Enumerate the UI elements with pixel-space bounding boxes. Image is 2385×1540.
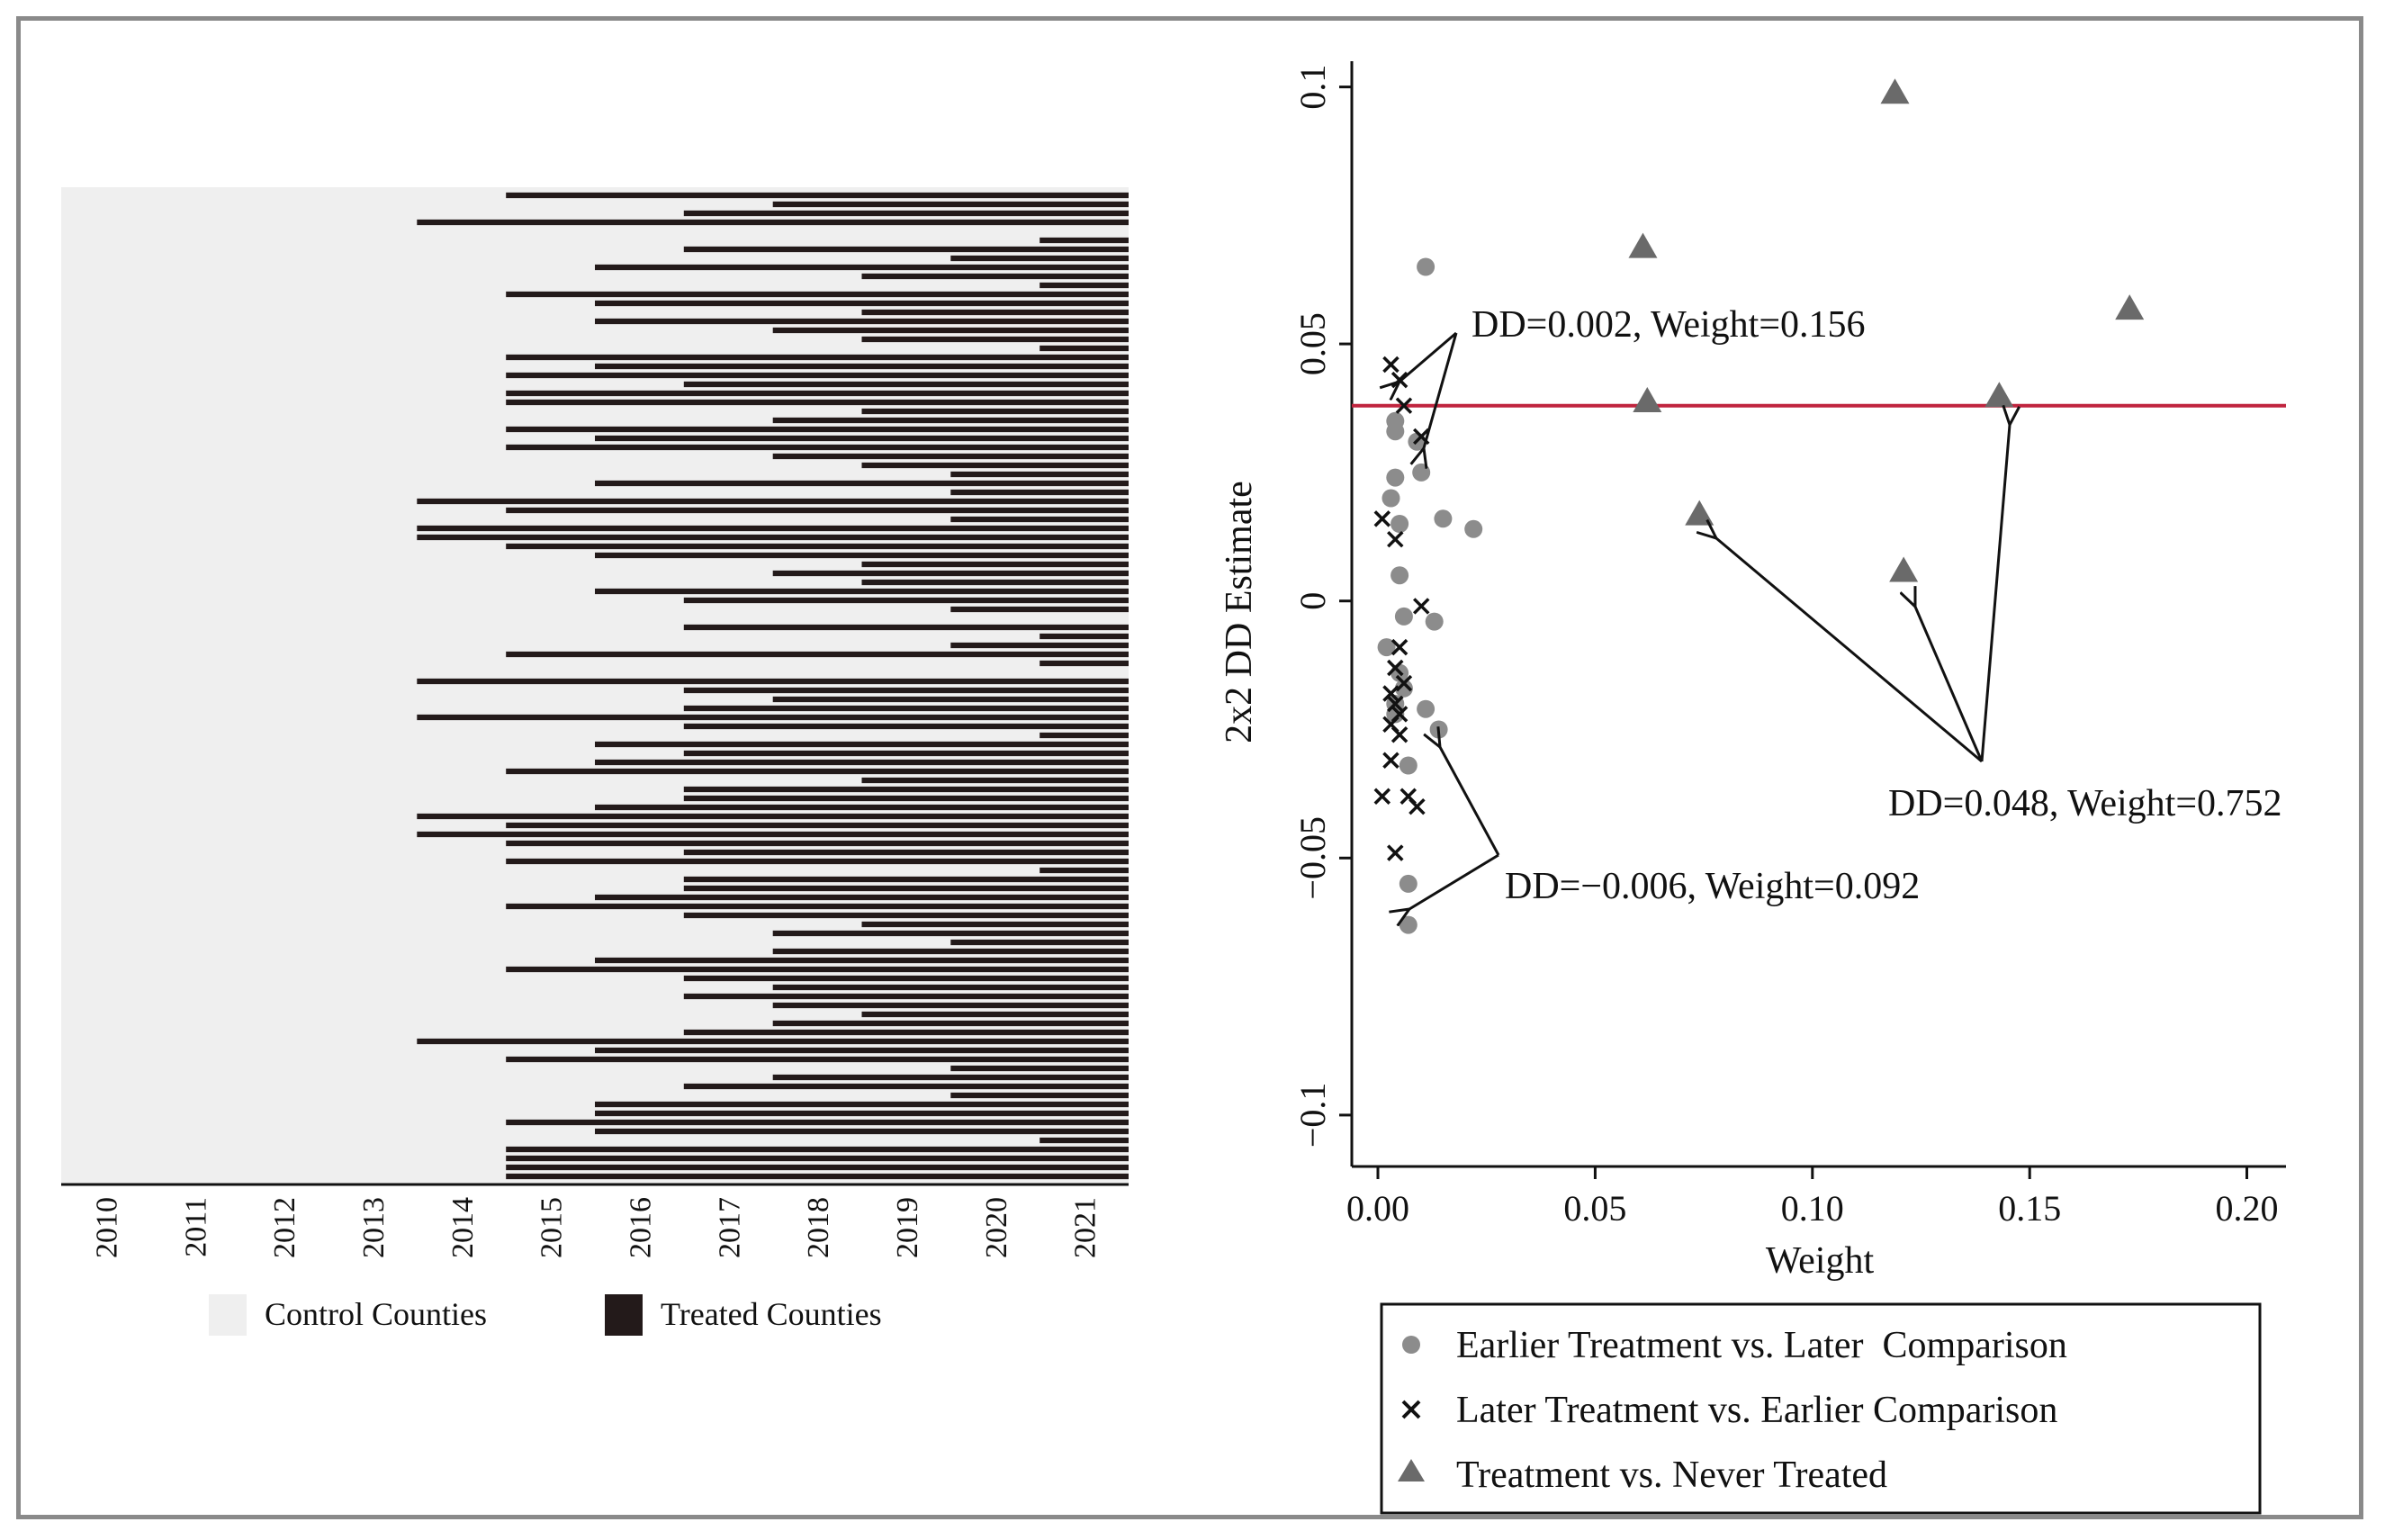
year-tick-label: 2021 <box>1069 1197 1102 1258</box>
scatter-points <box>1373 78 2145 934</box>
point-treated-vs-never <box>2115 294 2145 320</box>
point-later-vs-earlier <box>1387 844 1404 861</box>
point-later-vs-earlier <box>1373 788 1391 806</box>
legend-series-3: Treatment vs. Never Treated <box>1456 1454 1887 1496</box>
arrow-b1 <box>1716 538 1983 763</box>
point-earlier-vs-later <box>1386 422 1405 441</box>
point-earlier-vs-later <box>1399 915 1418 934</box>
scatter-legend-box <box>1380 1302 2262 1515</box>
point-later-vs-earlier <box>1395 674 1413 692</box>
legend-marker-triangle <box>1398 1459 1425 1481</box>
year-tick-label: 2014 <box>446 1197 480 1258</box>
year-tick-label: 2011 <box>179 1197 212 1257</box>
point-earlier-vs-later <box>1417 257 1436 276</box>
x-tick-label: 0.15 <box>1998 1188 2061 1229</box>
y-tick-label: −0.05 <box>1292 816 1333 900</box>
point-later-vs-earlier <box>1408 797 1426 815</box>
legend-series-1: Earlier Treatment vs. Later Comparison <box>1456 1325 2067 1366</box>
point-earlier-vs-later <box>1377 638 1396 657</box>
point-earlier-vs-later <box>1425 612 1444 631</box>
x-tick-label: 0.00 <box>1346 1188 1409 1229</box>
legend-swatch-treated <box>605 1294 643 1336</box>
year-tick-label: 2010 <box>90 1197 123 1258</box>
y-tick-label: 0.1 <box>1292 65 1333 110</box>
annotation-right: DD=0.048, Weight=0.752 <box>1888 783 2282 824</box>
x-tick-label: 0.05 <box>1563 1188 1626 1229</box>
heatmap-background <box>61 187 1129 1184</box>
point-earlier-vs-later <box>1417 699 1436 718</box>
y-tick-label: −0.1 <box>1292 1083 1333 1148</box>
point-treated-vs-never <box>1685 500 1714 526</box>
figure-frame <box>16 16 2363 1519</box>
point-earlier-vs-later <box>1464 519 1483 538</box>
year-tick-label: 2019 <box>891 1197 924 1258</box>
arrow-b2 <box>1915 607 1984 762</box>
x-tick-label: 0.20 <box>2216 1188 2279 1229</box>
arrow-c1 <box>1440 747 1500 856</box>
point-earlier-vs-later <box>1429 720 1448 739</box>
point-later-vs-earlier <box>1413 598 1430 615</box>
legend-swatch-control <box>209 1294 247 1336</box>
year-tick-label: 2017 <box>713 1197 746 1258</box>
point-earlier-vs-later <box>1394 607 1413 626</box>
y-tick-label: 0 <box>1292 592 1333 610</box>
point-earlier-vs-later <box>1382 489 1400 508</box>
legend-marker-x <box>1401 1400 1421 1419</box>
arrow-c2 <box>1409 853 1499 909</box>
scatter-x-label: Weight <box>1766 1240 1875 1282</box>
dd-scatter-plot: −0.1 −0.05 0 0.05 0.1 0.00 0.05 0.10 0.15 0.20 W… <box>1219 61 2286 1282</box>
point-later-vs-earlier <box>1395 397 1413 414</box>
heatmap-rows <box>417 192 1129 1180</box>
point-later-vs-earlier <box>1382 685 1400 702</box>
legend-series-2: Later Treatment vs. Earlier Comparison <box>1456 1390 2057 1431</box>
point-later-vs-earlier <box>1373 510 1391 527</box>
point-earlier-vs-later <box>1399 874 1418 893</box>
annotation-arrows <box>1400 331 2010 909</box>
annotation-top: DD=0.002, Weight=0.156 <box>1472 304 1866 346</box>
point-treated-vs-never <box>1628 232 1658 258</box>
point-earlier-vs-later <box>1394 679 1413 698</box>
scatter-y-ticks: −0.1 −0.05 0 0.05 0.1 <box>1292 65 1352 1148</box>
legend-label-treated: Treated Counties <box>661 1296 882 1332</box>
annotation-bottom: DD=−0.006, Weight=0.092 <box>1505 866 1920 907</box>
point-earlier-vs-later <box>1434 509 1453 528</box>
year-tick-label: 2012 <box>268 1197 302 1258</box>
heatmap-year-ticks: 2010 2011 2012 2013 2014 2015 2016 2017 2018 2019… <box>90 1197 1102 1258</box>
point-treated-vs-never <box>1984 382 2014 408</box>
heatmap-legend: Control Counties Treated Counties <box>209 1294 882 1336</box>
point-later-vs-earlier <box>1390 638 1408 656</box>
year-tick-label: 2018 <box>802 1197 835 1258</box>
point-later-vs-earlier <box>1387 659 1404 677</box>
point-later-vs-earlier <box>1387 530 1404 548</box>
point-treated-vs-never <box>1889 556 1919 582</box>
scatter-y-label: 2x2 DD Estimate <box>1219 481 1260 743</box>
arrow-a2 <box>1424 332 1458 448</box>
year-tick-label: 2020 <box>980 1197 1013 1258</box>
treatment-timing-heatmap: 2010 2011 2012 2013 2014 2015 2016 2017 2018 2019… <box>61 187 1129 1258</box>
legend-label-control: Control Counties <box>265 1296 487 1332</box>
year-tick-label: 2016 <box>624 1197 657 1258</box>
legend-marker-circle <box>1402 1336 1420 1354</box>
point-earlier-vs-later <box>1412 463 1431 482</box>
x-tick-label: 0.10 <box>1781 1188 1844 1229</box>
point-later-vs-earlier <box>1390 725 1408 743</box>
year-tick-label: 2013 <box>357 1197 391 1258</box>
point-later-vs-earlier <box>1382 356 1400 374</box>
point-later-vs-earlier <box>1382 752 1400 770</box>
point-earlier-vs-later <box>1386 468 1405 487</box>
y-tick-label: 0.05 <box>1292 312 1333 375</box>
point-earlier-vs-later <box>1390 566 1409 585</box>
arrow-b3 <box>1980 425 2010 762</box>
point-later-vs-earlier <box>1387 695 1404 713</box>
arrow-a1 <box>1400 331 1457 382</box>
point-earlier-vs-later <box>1399 756 1418 775</box>
point-treated-vs-never <box>1880 78 1910 104</box>
point-earlier-vs-later <box>1390 515 1409 533</box>
scatter-x-ticks: 0.00 0.05 0.10 0.15 0.20 <box>1346 1166 2279 1229</box>
point-treated-vs-never <box>1633 386 1662 412</box>
scatter-legend: Earlier Treatment vs. Later Comparison L… <box>1380 1302 2262 1515</box>
year-tick-label: 2015 <box>536 1197 569 1258</box>
